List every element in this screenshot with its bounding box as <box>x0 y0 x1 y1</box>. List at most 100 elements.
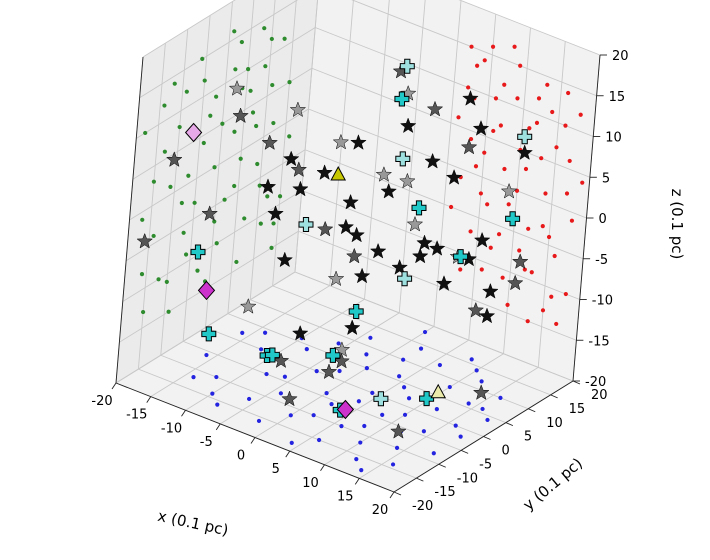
data-point-dot <box>220 121 225 126</box>
data-point-dot <box>172 81 177 86</box>
data-point-dot <box>529 270 534 275</box>
data-point-dot <box>336 341 341 346</box>
x-tick-mark <box>146 396 152 403</box>
y-tick-label: -5 <box>479 457 492 472</box>
data-point-dot <box>337 368 342 374</box>
y-tick-label: -15 <box>434 485 455 500</box>
data-point-dot <box>534 120 540 125</box>
series-7 <box>298 58 533 407</box>
data-point-cross <box>399 58 415 74</box>
y-tick-mark <box>550 394 558 399</box>
z-tick-label: -20 <box>585 375 606 390</box>
series-2 <box>191 329 503 473</box>
data-point-dot <box>248 88 253 93</box>
data-point-dot <box>255 161 260 167</box>
data-point-dot <box>491 128 496 134</box>
data-point-star <box>511 253 529 269</box>
data-point-dot <box>549 294 554 299</box>
data-point-star <box>426 100 444 117</box>
y-tick-label: 15 <box>569 402 586 417</box>
axis-panes <box>116 0 600 492</box>
series-9 <box>184 122 203 143</box>
series-8 <box>197 280 355 420</box>
data-point-star <box>201 205 218 221</box>
data-point-dot <box>563 291 568 297</box>
data-point-dot <box>364 366 369 371</box>
x-tick-mark <box>250 437 256 444</box>
data-point-dot <box>256 418 262 424</box>
data-point-cross <box>325 347 341 363</box>
y-tick-label: 0 <box>502 444 510 459</box>
data-point-dot <box>362 423 367 429</box>
data-point-dot <box>567 158 572 164</box>
x-tick-label: -15 <box>126 408 147 423</box>
data-point-dot <box>202 78 207 83</box>
data-point-cross <box>411 200 427 216</box>
data-point-dot <box>473 164 479 169</box>
data-point-dot <box>546 234 552 240</box>
data-point-dot <box>258 221 263 226</box>
data-point-dot <box>162 103 167 108</box>
data-point-dot <box>359 468 364 473</box>
data-point-dot <box>578 112 583 117</box>
data-point-cross <box>397 271 413 287</box>
back-pane <box>295 0 600 381</box>
data-point-dot <box>517 248 522 253</box>
data-point-dot <box>222 197 227 202</box>
x-tick-label: -10 <box>161 421 182 436</box>
data-point-star <box>316 164 333 180</box>
series-11 <box>430 383 447 399</box>
z-tick-label: 10 <box>605 131 622 146</box>
x-tick-label: 20 <box>372 503 389 518</box>
data-point-star <box>482 282 499 299</box>
data-point-star <box>445 168 463 185</box>
data-point-dot <box>485 202 490 207</box>
y-tick-mark <box>483 436 491 440</box>
grid-line <box>272 285 551 396</box>
data-point-star <box>239 297 257 314</box>
y-tick-label: 20 <box>591 388 608 403</box>
data-point-star <box>391 258 408 275</box>
data-point-star <box>281 390 298 407</box>
data-point-star <box>282 150 300 167</box>
data-point-star <box>232 107 249 124</box>
data-point-star <box>472 119 490 136</box>
data-point-dot <box>139 272 145 277</box>
data-point-dot <box>356 399 361 404</box>
data-points <box>136 26 585 473</box>
data-point-dot <box>257 183 262 188</box>
grid-line <box>308 108 587 219</box>
data-point-dot <box>522 267 527 272</box>
data-point-dot <box>166 309 171 314</box>
x-tick-mark <box>354 478 360 485</box>
grid-line <box>122 190 302 302</box>
data-point-dot <box>200 56 205 62</box>
data-point-dot <box>288 413 293 418</box>
data-point-star <box>462 89 479 106</box>
data-point-star <box>428 239 446 256</box>
data-point-diamond <box>184 122 203 143</box>
data-point-dot <box>270 82 275 88</box>
data-point-dot <box>164 279 169 284</box>
data-point-dot <box>540 224 545 229</box>
data-point-star <box>399 172 416 189</box>
data-point-star <box>290 161 308 177</box>
data-point-dot <box>466 401 471 406</box>
data-point-dot <box>485 417 490 423</box>
data-point-dot <box>262 26 267 31</box>
data-point-dot <box>240 330 245 335</box>
data-point-cross <box>453 249 469 265</box>
data-point-dot <box>502 82 507 87</box>
data-point-dot <box>259 347 264 352</box>
data-point-dot <box>518 63 523 68</box>
data-point-dot <box>254 123 259 129</box>
data-point-dot <box>212 165 217 170</box>
grid-line <box>125 149 306 262</box>
grid-line <box>301 190 580 300</box>
data-point-dot <box>406 396 412 401</box>
data-point-star <box>289 101 307 118</box>
series-6 <box>190 91 521 418</box>
data-point-dot <box>184 89 189 94</box>
data-point-dot <box>264 371 269 377</box>
data-point-dot <box>140 217 145 222</box>
